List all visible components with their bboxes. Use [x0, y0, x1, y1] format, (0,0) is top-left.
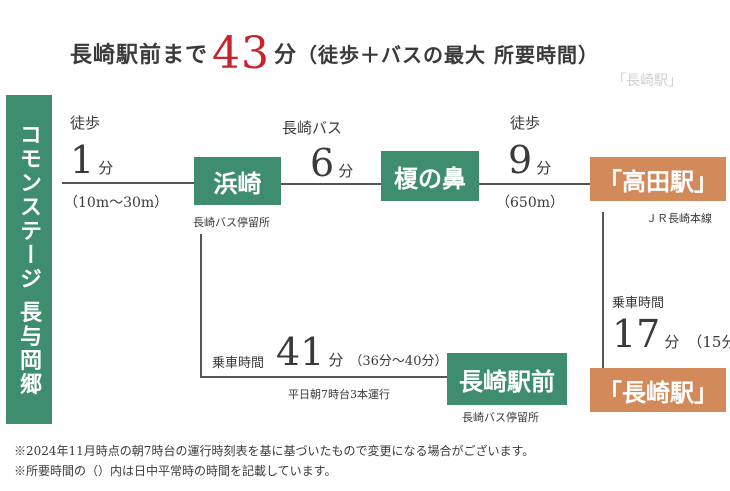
origin-box: コモンステージ 長与岡郷 [6, 95, 52, 424]
title-prefix: 長崎駅前まで [70, 42, 209, 68]
bus-direct-minutes: 41 [276, 330, 325, 374]
rail-time: 17分 （15分） [612, 312, 730, 356]
page-title: 長崎駅前まで43 分（徒歩＋バスの最大 所要時間） [70, 28, 599, 79]
rail-minutes: 17 [612, 312, 661, 356]
nagasaki-ekimae-stop: 長崎駅前 [447, 353, 567, 405]
title-unit: 分 [274, 42, 298, 68]
bus-direct-time: 41 分 （36分〜40分） [276, 330, 447, 374]
leg3-minutes: 9 [508, 138, 533, 182]
bus-direct-unit: 分 [328, 351, 344, 369]
title-minutes: 43 [212, 28, 271, 79]
nagasaki-ekimae-sub: 長崎バス停留所 [462, 411, 539, 424]
nagasaki-station: 「長崎駅」 [590, 368, 726, 412]
rail-off-peak: （15分） [687, 333, 730, 351]
takada-sub: ＪＲ長崎本線 [646, 212, 712, 225]
rail-label: 乗車時間 [612, 296, 665, 311]
leg3-unit: 分 [536, 159, 552, 177]
bus-direct-label: 乗車時間 [212, 356, 265, 371]
hamasaki-stop: 浜崎 [194, 157, 281, 205]
leg3-label: 徒歩 [510, 114, 541, 132]
bus-direct-range: （36分〜40分） [349, 354, 448, 369]
title-suffix: （徒歩＋バスの最大 所要時間） [297, 43, 599, 67]
rail-unit: 分 [664, 333, 680, 351]
leg1-label: 徒歩 [70, 114, 101, 132]
footnote-2: ※所要時間の（）内は日中平常時の時間を記載しています。 [14, 464, 337, 478]
enokinohana-stop: 榎の鼻 [381, 151, 479, 201]
line-bus-horizontal [200, 376, 447, 378]
line-hamasaki-enoki [281, 183, 381, 185]
leg2-unit: 分 [338, 162, 354, 180]
leg1-minutes: 1 [70, 138, 95, 182]
footnote-1: ※2024年11月時点の朝7時台の運行時刻表を基に基づいたもので変更になる場合が… [14, 444, 535, 458]
leg1-unit: 分 [98, 159, 114, 177]
leg3-distance: （650m） [496, 195, 564, 211]
line-enoki-takada [479, 183, 590, 185]
ghost-label: 「長崎駅」 [612, 73, 682, 89]
takada-station: 「高田駅」 [590, 157, 726, 201]
line-rail-vertical [602, 212, 604, 368]
leg1-range: （10m〜30m） [64, 195, 169, 211]
line-bus-vertical [200, 234, 202, 378]
bus-direct-note: 平日朝7時台3本運行 [288, 388, 390, 401]
leg2-minutes: 6 [310, 141, 335, 185]
hamasaki-sub: 長崎バス停留所 [193, 216, 270, 229]
line-origin-hamasaki [62, 182, 194, 184]
leg2-label: 長崎バス [282, 119, 343, 137]
